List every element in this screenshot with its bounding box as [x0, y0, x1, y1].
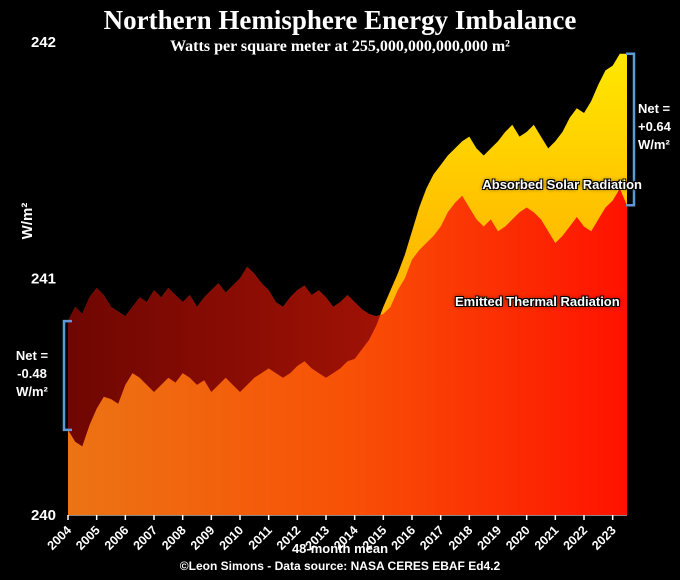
net-left-line1: Net = — [15, 348, 49, 363]
net-left-value: -0.48 — [17, 366, 47, 381]
y-axis-title: W/m² — [19, 202, 36, 240]
chart-title: Northern Hemisphere Energy Imbalance — [103, 5, 577, 35]
net-right-line1: Net = — [638, 101, 671, 116]
olr-series-label: Emitted Thermal Radiation — [455, 294, 620, 309]
asr-series-label: Absorbed Solar Radiation — [482, 177, 642, 192]
svg-text:241: 241 — [31, 271, 56, 288]
net-right-value: +0.64 — [638, 119, 671, 134]
mean-label: 48-month mean — [291, 541, 389, 556]
net-brackets-group — [62, 52, 636, 432]
area-series-group — [68, 53, 627, 516]
chart-subtitle: Watts per square meter at 255,000,000,00… — [170, 38, 510, 55]
svg-text:242: 242 — [31, 34, 56, 51]
svg-text:240: 240 — [31, 507, 56, 524]
net-left-unit: W/m² — [16, 384, 48, 399]
net-right-unit: W/m² — [638, 137, 670, 152]
net-right-annotation: Net = +0.64 W/m² — [638, 100, 680, 154]
credit-line: ©Leon Simons - Data source: NASA CERES E… — [179, 559, 501, 573]
net-left-annotation: Net = -0.48 W/m² — [2, 347, 62, 401]
